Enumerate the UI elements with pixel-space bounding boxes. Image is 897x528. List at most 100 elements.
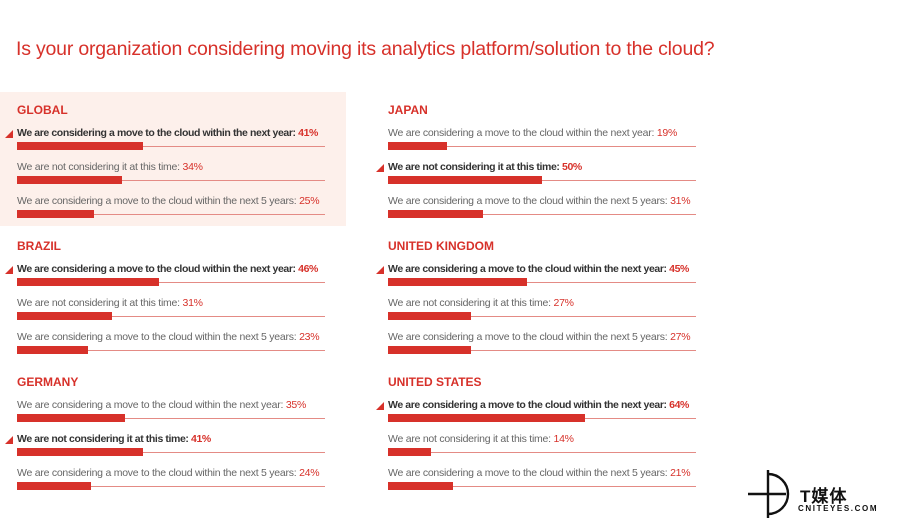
highlight-triangle-icon xyxy=(376,266,384,274)
bar-label-text: We are considering a move to the cloud w… xyxy=(388,399,667,411)
bar-value-label: 27% xyxy=(670,331,691,343)
bar xyxy=(388,176,542,184)
highlight-triangle-icon xyxy=(376,402,384,410)
bar xyxy=(17,346,88,354)
bar-track xyxy=(17,214,325,215)
bar-label-text: We are considering a move to the cloud w… xyxy=(388,331,668,343)
bar xyxy=(388,142,447,150)
bar-label: We are considering a move to the cloud w… xyxy=(388,467,691,479)
bar-label: We are not considering it at this time: … xyxy=(388,297,574,309)
watermark-subtext: CNITEYES.COM xyxy=(798,504,879,513)
bar-row: We are considering a move to the cloud w… xyxy=(17,467,347,501)
panel-united-kingdom: UNITED KINGDOM We are considering a move … xyxy=(376,239,718,365)
bar-row: We are considering a move to the cloud w… xyxy=(376,263,718,297)
bar-value-label: 23% xyxy=(299,331,320,343)
bar-track xyxy=(388,486,696,487)
bar-row: We are considering a move to the cloud w… xyxy=(376,399,718,433)
bar-track xyxy=(17,486,325,487)
bar xyxy=(388,346,472,354)
bar-track xyxy=(17,282,325,283)
bar-label: We are considering a move to the cloud w… xyxy=(388,331,691,343)
bar-row: We are considering a move to the cloud w… xyxy=(5,263,347,297)
bar-value-label: 25% xyxy=(299,195,320,207)
panel-brazil: BRAZIL We are considering a move to the c… xyxy=(5,239,347,365)
bar-label: We are considering a move to the cloud w… xyxy=(17,331,320,343)
bar-row: We are considering a move to the cloud w… xyxy=(388,195,718,229)
bar-label-text: We are not considering it at this time: xyxy=(17,433,189,445)
country-heading: GERMANY xyxy=(17,375,79,389)
bar xyxy=(17,448,144,456)
bar-label: We are considering a move to the cloud w… xyxy=(17,399,306,411)
country-heading: BRAZIL xyxy=(17,239,61,253)
bar-label-text: We are considering a move to the cloud w… xyxy=(17,331,297,343)
bar-value-label: 41% xyxy=(191,433,211,445)
bar-value-label: 45% xyxy=(669,263,689,275)
highlight-triangle-icon xyxy=(5,130,13,138)
bar-row: We are considering a move to the cloud w… xyxy=(388,467,718,501)
bar-track xyxy=(388,316,696,317)
bar-label-text: We are not considering it at this time: xyxy=(388,161,560,173)
bar-track xyxy=(388,452,696,453)
bar-label-text: We are considering a move to the cloud w… xyxy=(388,195,668,207)
highlight-triangle-icon xyxy=(376,164,384,172)
bar-row: We are considering a move to the cloud w… xyxy=(5,127,347,161)
crosshair-logo-icon xyxy=(748,470,790,518)
highlight-triangle-icon xyxy=(5,266,13,274)
bar xyxy=(388,414,586,422)
bar-label-text: We are considering a move to the cloud w… xyxy=(388,127,655,139)
bar-row: We are considering a move to the cloud w… xyxy=(388,331,718,365)
bar-label-text: We are considering a move to the cloud w… xyxy=(17,399,284,411)
bar-row: We are considering a move to the cloud w… xyxy=(388,127,718,161)
bar xyxy=(17,142,144,150)
bar-label: We are not considering it at this time: … xyxy=(17,297,203,309)
bar-label: We are not considering it at this time: … xyxy=(17,433,211,445)
bar-label-text: We are not considering it at this time: xyxy=(17,297,180,309)
bar-label-text: We are not considering it at this time: xyxy=(388,297,551,309)
bar xyxy=(17,210,94,218)
bar-label-text: We are considering a move to the cloud w… xyxy=(17,467,297,479)
bar-track xyxy=(388,180,696,181)
bar xyxy=(17,482,91,490)
bar xyxy=(388,278,527,286)
bar-label: We are considering a move to the cloud w… xyxy=(388,263,689,275)
bar-label-text: We are considering a move to the cloud w… xyxy=(388,263,667,275)
country-heading: UNITED KINGDOM xyxy=(388,239,494,253)
bar-value-label: 50% xyxy=(562,161,582,173)
bar-value-label: 31% xyxy=(182,297,203,309)
bar-value-label: 64% xyxy=(669,399,689,411)
panel-united-states: UNITED STATES We are considering a move t… xyxy=(376,375,718,501)
bar-value-label: 27% xyxy=(553,297,574,309)
bar-track xyxy=(17,418,325,419)
bar-label: We are considering a move to the cloud w… xyxy=(388,195,691,207)
bar-value-label: 19% xyxy=(656,127,678,139)
bar-label: We are not considering it at this time: … xyxy=(388,433,574,445)
panel-japan: JAPAN We are considering a move to the cl… xyxy=(376,103,718,229)
bar-label: We are considering a move to the cloud w… xyxy=(388,127,677,139)
bar xyxy=(17,176,122,184)
bar-value-label: 34% xyxy=(182,161,203,173)
bar-track xyxy=(388,282,696,283)
bar-label: We are not considering it at this time: … xyxy=(17,161,203,173)
bar-value-label: 31% xyxy=(670,195,691,207)
bar-label-text: We are considering a move to the cloud w… xyxy=(388,467,668,479)
bar xyxy=(17,278,159,286)
bar-label: We are considering a move to the cloud w… xyxy=(17,263,318,275)
bar-label-text: We are considering a move to the cloud w… xyxy=(17,127,296,139)
bar-label-text: We are not considering it at this time: xyxy=(388,433,551,445)
bar-label: We are considering a move to the cloud w… xyxy=(17,127,318,139)
bar-track xyxy=(17,452,325,453)
bar-label: We are considering a move to the cloud w… xyxy=(388,399,689,411)
bar-value-label: 24% xyxy=(299,467,320,479)
bar-value-label: 35% xyxy=(285,399,307,411)
bar-row: We are considering a move to the cloud w… xyxy=(17,195,347,229)
bar-label: We are not considering it at this time: … xyxy=(388,161,582,173)
bar-value-label: 21% xyxy=(670,467,691,479)
bar-track xyxy=(388,350,696,351)
bar-label-text: We are not considering it at this time: xyxy=(17,161,180,173)
bar-value-label: 41% xyxy=(298,127,318,139)
bar-row: We are not considering it at this time: … xyxy=(376,161,718,195)
panel-germany: GERMANY We are considering a move to the … xyxy=(5,375,347,501)
bar-label-text: We are considering a move to the cloud w… xyxy=(17,195,297,207)
bar xyxy=(388,210,484,218)
bar-row: We are not considering it at this time: … xyxy=(17,297,347,331)
